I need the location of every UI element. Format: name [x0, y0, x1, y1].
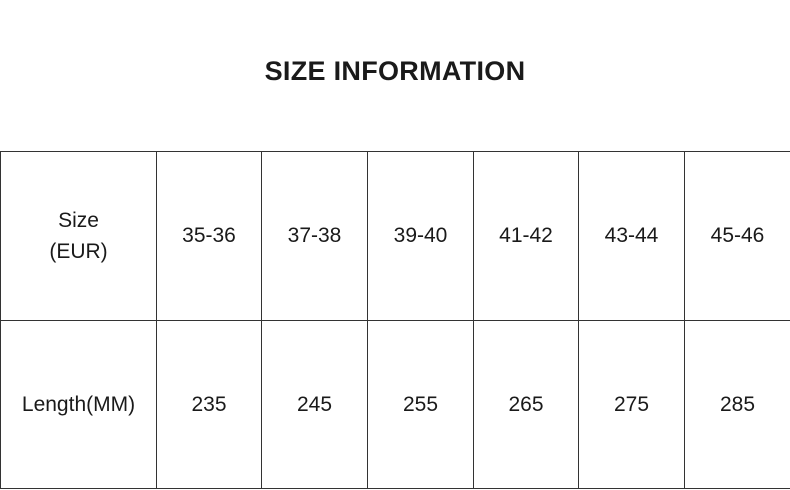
row-header-size: Size (EUR) [0, 151, 157, 321]
size-label: Size [58, 209, 99, 232]
size-cell: 45-46 [684, 151, 790, 321]
length-cell: 265 [473, 320, 579, 489]
table-row-length: Length(MM) 235 245 255 265 275 285 [0, 320, 790, 489]
size-cell: 37-38 [261, 151, 368, 321]
size-cell: 35-36 [156, 151, 262, 321]
row-header-length: Length(MM) [0, 320, 157, 489]
size-cell: 43-44 [578, 151, 685, 321]
length-cell: 275 [578, 320, 685, 489]
length-cell: 235 [156, 320, 262, 489]
size-unit-label: (EUR) [49, 240, 108, 263]
length-cell: 285 [684, 320, 790, 489]
length-cell: 245 [261, 320, 368, 489]
table-row-size: Size (EUR) 35-36 37-38 39-40 41-42 43-44… [0, 151, 790, 321]
size-table: Size (EUR) 35-36 37-38 39-40 41-42 43-44… [0, 151, 790, 489]
size-cell: 41-42 [473, 151, 579, 321]
size-cell: 39-40 [367, 151, 474, 321]
length-cell: 255 [367, 320, 474, 489]
page-title: SIZE INFORMATION [264, 56, 526, 86]
